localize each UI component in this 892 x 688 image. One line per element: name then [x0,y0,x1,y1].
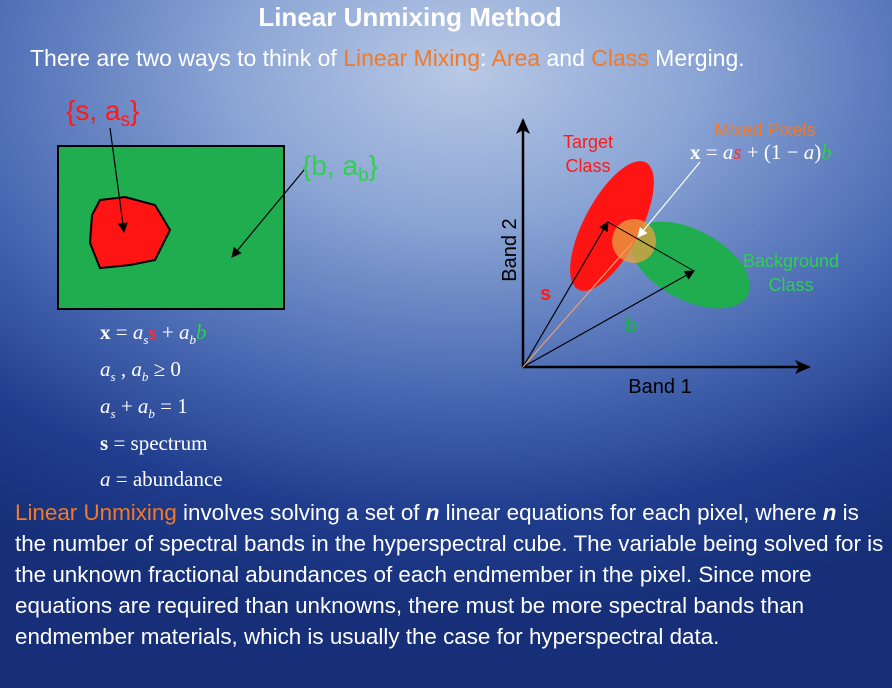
nonnegativity-equation: as , ab ≥ 0 [100,357,181,385]
subtitle-text: Merging. [648,45,745,71]
sum-to-one-equation: as + ab = 1 [100,394,188,422]
s-vector [522,221,609,368]
subtitle-text: and [540,45,592,71]
target-class-label-line1: Target [563,132,613,152]
mixing-line [607,221,695,272]
background-class-label-line2: Class [768,275,813,295]
background-class-label-line1: Background [743,251,839,271]
s-vector-label: s [540,283,551,305]
background-pointer [231,169,305,258]
band2-axis-label: Band 2 [499,218,521,281]
target-area [88,195,172,270]
mixing-equation-1: x = ass + abb [100,320,207,348]
target-class-label-line2: Class [565,156,610,176]
background-class-ellipse [630,221,750,309]
subtitle-text: There are two ways to think of [30,45,344,71]
subtitle-linear-mixing: Linear Mixing [343,45,480,71]
b-vector [522,270,695,368]
mixing-equation: x = as + (1 − a)b [690,140,832,164]
mixed-pixels-label: Mixed Pixels [714,120,815,140]
background-set-label: {b, ab} [302,150,378,186]
description-paragraph: Linear Unmixing involves solving a set o… [15,500,884,649]
target-set-label: {s, as} [66,95,139,131]
b-vector-label: b [625,315,637,337]
band1-axis-label: Band 1 [628,376,691,398]
subtitle-text: : [480,45,492,71]
subtitle: There are two ways to think of Linear Mi… [30,45,745,72]
mixed-pixels-overlap [612,219,656,263]
subtitle-class: Class [591,45,649,71]
target-class-ellipse [570,161,654,291]
x-vector [522,242,633,368]
slide-title: Linear Unmixing Method [258,2,562,32]
target-pointer [109,127,128,233]
linear-unmixing-term: Linear Unmixing [15,500,177,525]
abundance-definition: a = abundance [100,467,223,491]
spectrum-definition: s = spectrum [100,431,208,455]
subtitle-area: Area [491,45,541,71]
mixed-pixels-pointer [637,161,701,238]
